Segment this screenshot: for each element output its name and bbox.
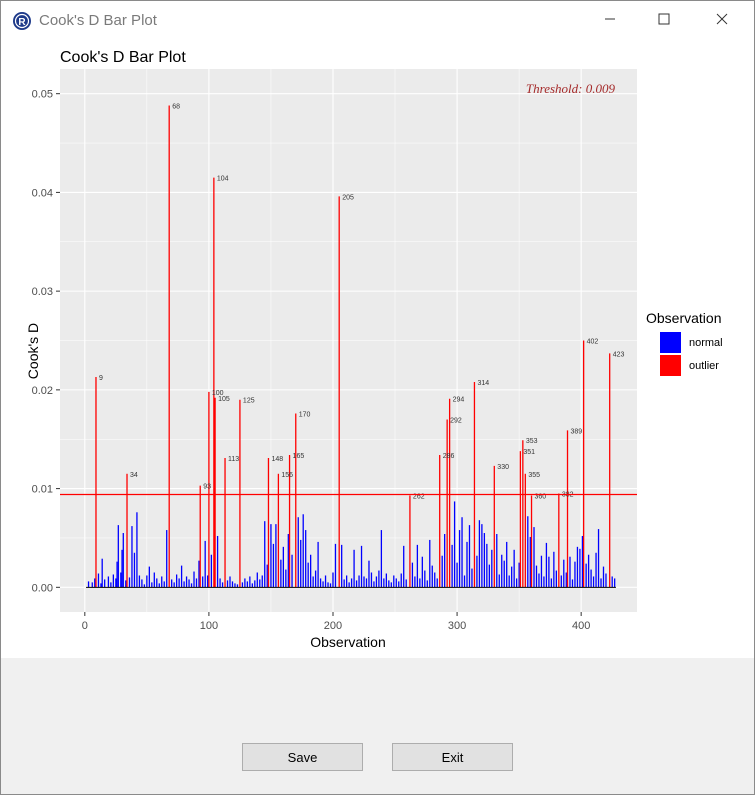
outlier-label: 286 [443,453,455,460]
cooks-d-chart: 9 34 68 93 100 104 105 113 125 148 156 165 170 205 262… [32,69,637,632]
maximize-button[interactable] [641,1,687,41]
x-tick-label: 300 [448,620,466,632]
outlier-label: 148 [271,456,283,463]
threshold-label: Threshold: 0.009 [526,81,616,96]
window-title: Cook's D Bar Plot [39,12,157,29]
outlier-label: 292 [450,417,462,424]
button-panel [1,658,754,794]
outlier-label: 314 [477,380,489,387]
y-tick-label: 0.00 [32,582,53,594]
outlier-label: 156 [281,472,293,479]
close-icon [716,12,728,30]
legend-key-normal [660,332,681,353]
legend-label-outlier: outlier [689,360,719,372]
svg-text:R: R [18,17,26,28]
outlier-label: 360 [535,494,547,501]
minimize-button[interactable] [587,1,633,41]
outlier-label: 262 [413,494,425,501]
outlier-label: 113 [228,456,239,463]
maximize-icon [658,12,670,30]
r-logo-icon: R [12,11,32,31]
close-button[interactable] [699,1,745,41]
outlier-label: 93 [203,484,211,491]
title-bar: R Cook's D Bar Plot [1,1,754,41]
y-tick-label: 0.03 [32,286,53,298]
outlier-label: 330 [497,464,509,471]
y-tick-label: 0.01 [32,484,53,496]
exit-button[interactable]: Exit [392,743,513,771]
outlier-label: 100 [212,390,224,397]
y-tick-label: 0.02 [32,385,53,397]
outlier-label: 68 [172,104,180,111]
outlier-label: 125 [243,398,255,405]
legend-key-outlier [660,355,681,376]
outlier-label: 389 [571,428,583,435]
outlier-label: 104 [217,176,229,183]
legend-title: Observation [646,310,722,326]
legend-label-normal: normal [689,337,723,349]
y-axis-label: Cook's D [25,322,41,380]
save-button[interactable]: Save [242,743,363,771]
minimize-icon [604,12,616,30]
x-tick-label: 0 [82,620,88,632]
x-tick-label: 200 [324,620,342,632]
outlier-label: 105 [218,396,230,403]
outlier-label: 351 [523,449,535,456]
y-tick-label: 0.04 [32,187,53,199]
outlier-label: 402 [587,339,599,346]
outlier-label: 205 [342,194,354,201]
plot-area: 9 34 68 93 100 104 105 113 125 148 156 165 170 205 262… [1,41,754,658]
y-tick-label: 0.05 [32,89,53,101]
outlier-label: 9 [99,375,103,382]
outlier-label: 170 [299,412,311,419]
outlier-label: 165 [293,453,305,460]
x-tick-label: 100 [200,620,218,632]
outlier-label: 423 [613,351,625,358]
x-tick-label: 400 [572,620,590,632]
outlier-label: 34 [130,472,138,479]
outlier-label: 355 [528,472,540,479]
x-axis-label: Observation [310,634,386,650]
plot-title: Cook's D Bar Plot [60,49,186,66]
outlier-label: 353 [526,438,538,445]
outlier-label: 294 [453,397,465,404]
